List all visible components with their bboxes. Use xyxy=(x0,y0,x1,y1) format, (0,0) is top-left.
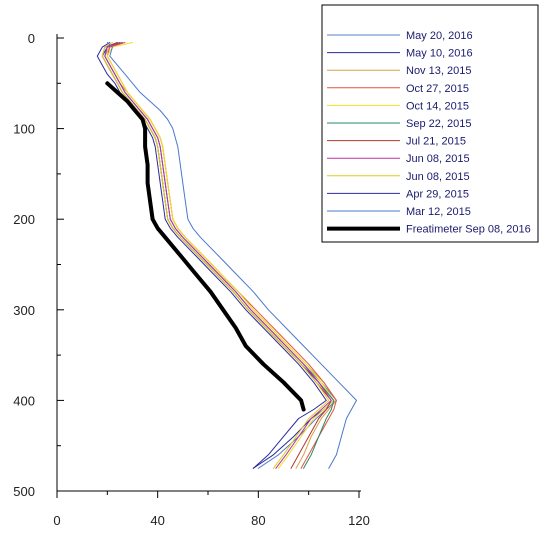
legend-label-1: May 10, 2016 xyxy=(406,48,473,60)
legend-label-6: Jul 21, 2015 xyxy=(406,136,466,148)
legend-label-11: Freatimeter Sep 08, 2016 xyxy=(406,224,531,236)
y-tick-label: 300 xyxy=(13,303,35,318)
legend: May 20, 2016 May 10, 2016 Nov 13, 2015 Oct … xyxy=(321,4,539,243)
legend-label-0: May 20, 2016 xyxy=(406,30,473,42)
x-tick-label: 80 xyxy=(251,513,265,528)
legend-label-2: Nov 13, 2015 xyxy=(406,65,471,77)
y-tick-label: 100 xyxy=(13,122,35,137)
legend-label-3: Oct 27, 2015 xyxy=(406,83,469,95)
legend-label-10: Mar 12, 2015 xyxy=(406,206,471,218)
chart-axes: 0 100 200 300 400 500 0 40 80 120 xyxy=(13,31,370,528)
x-tick-label: 0 xyxy=(53,513,60,528)
y-tick-label: 0 xyxy=(28,31,35,46)
series-line-7 xyxy=(104,42,332,469)
y-tick-label: 500 xyxy=(13,484,35,499)
legend-label-4: Oct 14, 2015 xyxy=(406,100,469,112)
legend-label-8: Jun 08, 2015 xyxy=(406,171,470,183)
x-tick-label: 120 xyxy=(348,513,370,528)
series-line-9 xyxy=(96,42,327,469)
y-tick-label: 200 xyxy=(13,212,35,227)
series-line-4 xyxy=(106,42,335,469)
series-line-10 xyxy=(106,42,357,469)
series-line-8 xyxy=(101,42,330,469)
legend-label-5: Sep 22, 2015 xyxy=(406,118,471,130)
legend-label-7: Jun 08, 2015 xyxy=(406,153,470,165)
y-tick-label: 400 xyxy=(13,393,35,408)
series-line-11 xyxy=(105,81,306,412)
legend-label-9: Apr 29, 2015 xyxy=(406,188,469,200)
series-layer xyxy=(96,42,357,469)
x-tick-label: 40 xyxy=(150,513,164,528)
